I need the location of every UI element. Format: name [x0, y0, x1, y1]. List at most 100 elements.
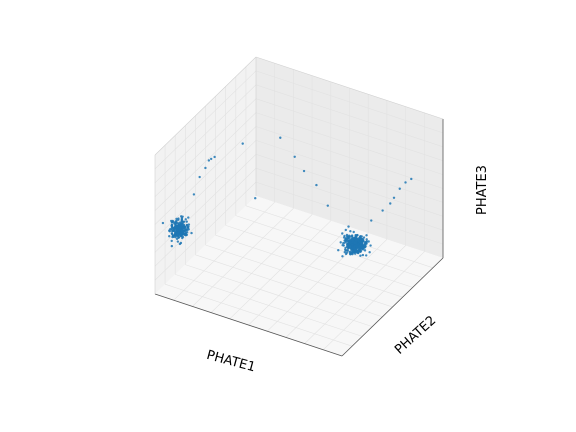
data-point [345, 251, 349, 254]
data-point [181, 229, 184, 232]
data-point [168, 234, 171, 238]
grid-line [154, 84, 257, 184]
data-point [170, 244, 174, 248]
grid-line [323, 251, 425, 351]
data-point [168, 229, 171, 232]
x-axis-label: PHATE1 [205, 348, 257, 375]
data-point [172, 229, 176, 232]
data-point [370, 219, 373, 222]
data-point [326, 204, 329, 207]
z-axis-label: PHATE3 [475, 165, 490, 215]
data-point [344, 228, 347, 232]
data-point [345, 245, 349, 249]
data-point [337, 248, 340, 252]
data-point [346, 242, 349, 246]
data-point [345, 249, 349, 252]
data-point [350, 241, 354, 244]
data-point [180, 222, 183, 226]
data-point [349, 253, 352, 256]
data-point [353, 247, 356, 250]
data-point [353, 237, 356, 240]
data-point [172, 227, 176, 231]
grid-line [154, 126, 257, 225]
data-point [365, 254, 368, 257]
data-point [179, 224, 183, 228]
data-point [187, 223, 191, 226]
grid-line [154, 98, 257, 197]
data-point [368, 250, 371, 254]
data-point [349, 251, 352, 254]
data-point [398, 187, 401, 190]
data-point [342, 241, 345, 245]
data-point [361, 253, 365, 257]
grid-line [245, 205, 433, 269]
grid-line [154, 112, 257, 211]
data-point [344, 240, 348, 243]
data-point [207, 159, 211, 162]
data-point [185, 220, 188, 223]
data-point [359, 244, 362, 247]
data-point [177, 236, 180, 239]
data-point [349, 230, 352, 233]
data-point [359, 240, 362, 243]
data-point [192, 193, 196, 196]
pane-edge [154, 56, 257, 156]
data-point [389, 202, 392, 205]
data-point [404, 181, 407, 184]
data-point [351, 243, 355, 246]
grid-line [154, 70, 257, 170]
data-point [185, 231, 189, 234]
data-point [355, 245, 359, 248]
data-point [175, 217, 178, 221]
data-point [357, 250, 360, 253]
data-point [180, 218, 183, 222]
data-point [170, 239, 173, 243]
data-point [341, 232, 344, 235]
data-point [352, 230, 355, 234]
data-point [174, 221, 178, 225]
data-point [345, 238, 349, 241]
data-point [367, 240, 370, 243]
data-point [180, 216, 184, 220]
data-point [343, 251, 346, 254]
data-point [347, 247, 350, 250]
data-point [213, 155, 216, 159]
data-point [348, 245, 351, 248]
data-point [171, 235, 174, 239]
data-point [362, 244, 366, 248]
data-point [365, 240, 368, 243]
data-point [342, 244, 345, 247]
data-point [363, 249, 367, 252]
grid-line [225, 225, 413, 288]
data-point [175, 233, 178, 236]
data-point [302, 169, 306, 173]
data-point [359, 254, 362, 257]
data-point [178, 233, 181, 236]
data-point [351, 246, 354, 249]
data-point [365, 238, 368, 241]
data-point [360, 241, 364, 245]
data-point [381, 209, 384, 212]
data-points [161, 136, 413, 258]
data-point [174, 228, 178, 231]
data-point [178, 229, 181, 232]
data-point [356, 251, 360, 255]
grid-line [235, 215, 423, 278]
data-point [190, 231, 193, 235]
data-point [176, 240, 180, 243]
data-point [341, 255, 344, 258]
x-axis-line [154, 293, 343, 357]
data-point [354, 241, 357, 244]
axes-panes [155, 57, 443, 356]
data-point [347, 235, 350, 239]
data-point [347, 225, 350, 228]
data-point [365, 234, 368, 237]
data-point [176, 226, 180, 229]
data-point [178, 221, 181, 224]
data-point [360, 237, 364, 241]
data-point [181, 236, 184, 240]
data-point [254, 196, 257, 200]
data-point [187, 228, 190, 231]
data-point [293, 155, 296, 158]
data-point [358, 247, 362, 251]
